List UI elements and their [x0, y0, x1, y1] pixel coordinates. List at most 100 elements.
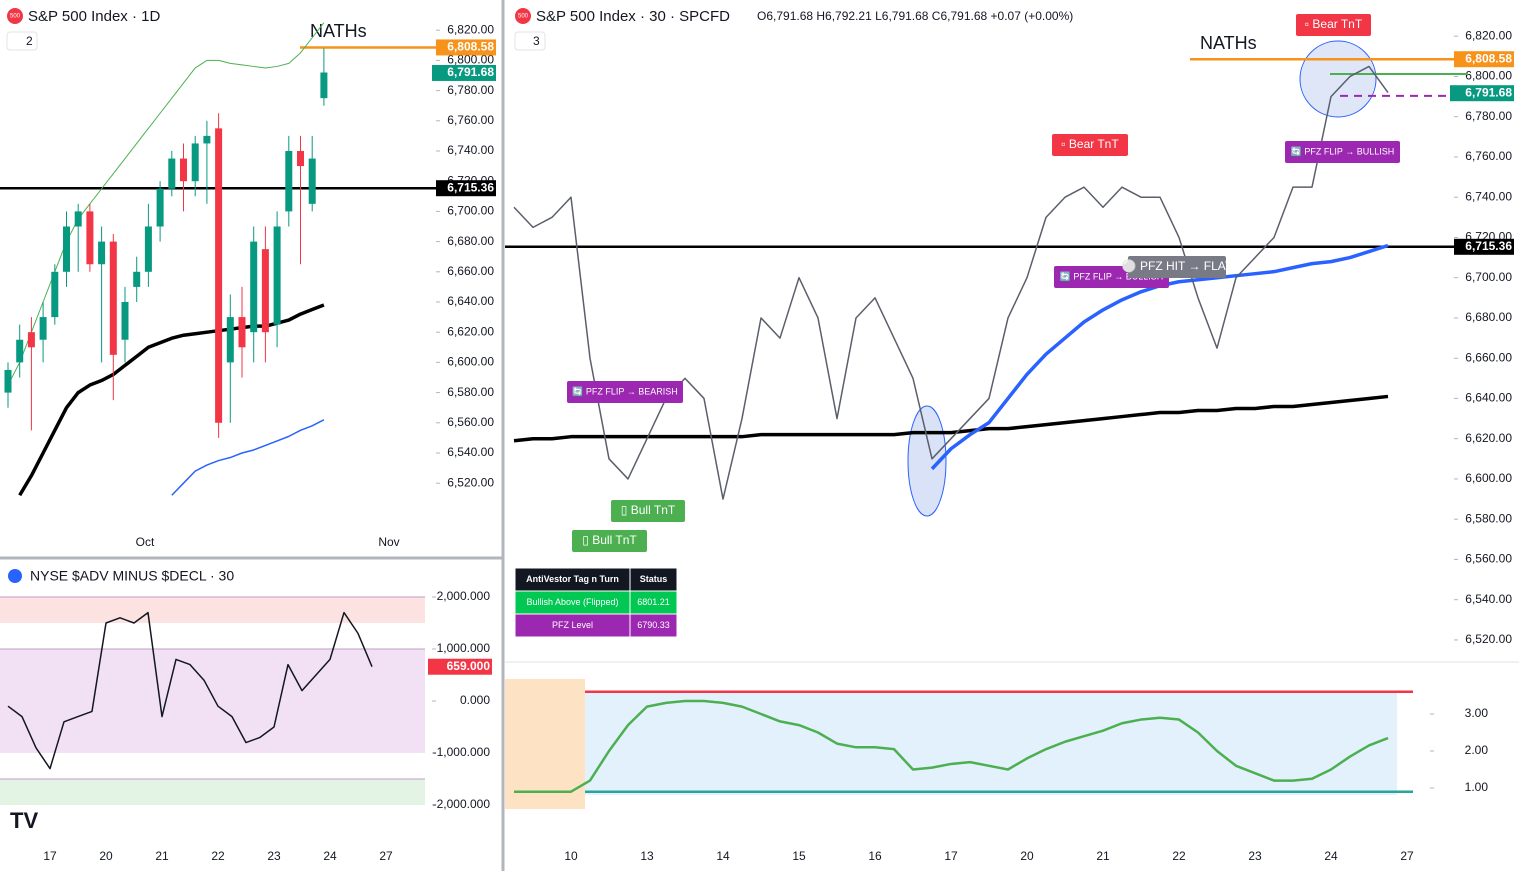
- last-price-box: [432, 64, 496, 81]
- y-tick-label: 6,780.00: [447, 83, 494, 97]
- candle-body: [98, 241, 106, 265]
- candle-body: [27, 332, 35, 348]
- y-tick-label: 6,580.00: [447, 385, 494, 399]
- x-tick-label: 20: [99, 849, 113, 863]
- x-tick-label: Oct: [136, 535, 155, 549]
- signal-label-box: [1296, 14, 1371, 36]
- zone: [0, 779, 425, 806]
- last-price-box: [428, 658, 492, 675]
- symbol-icon-text: 500: [10, 14, 21, 20]
- signal-label-box: [1285, 141, 1400, 163]
- x-tick-label: 24: [323, 849, 337, 863]
- signal-label: 🔄 PFZ FLIP → BULLISH: [1291, 145, 1395, 156]
- y-tick-label: 6,620.00: [447, 324, 494, 338]
- candle-body: [238, 317, 246, 348]
- level-note: NATHs: [310, 21, 367, 41]
- last-price-label: 6,791.68: [447, 65, 494, 79]
- x-tick-label: 23: [1248, 849, 1262, 863]
- moving-average: [18, 303, 325, 497]
- table-cell-text: PFZ Level: [552, 620, 593, 630]
- logo[interactable]: TV: [10, 808, 38, 833]
- signal-label: ▫ Bear TnT: [1061, 137, 1119, 151]
- price-label: 6,808.58: [1465, 51, 1512, 65]
- symbol-icon-text: 500: [518, 14, 529, 20]
- candle-body: [320, 72, 328, 99]
- badge[interactable]: [6, 31, 38, 51]
- y-tick-label: 6,600.00: [447, 355, 494, 369]
- candle-body: [51, 271, 59, 318]
- y-tick-label: 2.00: [1465, 743, 1489, 757]
- last-price-label: 6,791.68: [1465, 85, 1512, 99]
- candle-body: [168, 158, 176, 189]
- moving-average: [7, 22, 325, 386]
- x-tick-label: 27: [379, 849, 393, 863]
- y-tick-label: 1.00: [1465, 780, 1489, 794]
- y-tick-label: 6,800.00: [1465, 69, 1512, 83]
- y-tick-label: 6,640.00: [1465, 391, 1512, 405]
- y-tick-label: -1,000.000: [433, 745, 491, 759]
- candle-body: [86, 211, 94, 265]
- y-tick-label: 6,540.00: [1465, 592, 1512, 606]
- y-tick-label: 6,620.00: [1465, 431, 1512, 445]
- x-tick-label: 23: [267, 849, 281, 863]
- price-label-box: [436, 180, 496, 197]
- table-cell-text: 6801.21: [637, 597, 670, 607]
- candle-body: [109, 241, 117, 355]
- x-tick-label: 27: [1400, 849, 1414, 863]
- y-tick-label: 6,540.00: [447, 445, 494, 459]
- last-price-box: [1450, 85, 1514, 102]
- y-tick-label: 6,560.00: [1465, 552, 1512, 566]
- candle-body: [215, 128, 223, 423]
- zone: [0, 648, 425, 753]
- level-note: NATHs: [1200, 33, 1257, 53]
- symbol-icon[interactable]: [515, 8, 531, 24]
- moving-average: [171, 419, 325, 496]
- y-tick-label: 6,700.00: [447, 204, 494, 218]
- candle-body: [285, 150, 293, 212]
- y-tick-label: 6,600.00: [1465, 471, 1512, 485]
- candle-body: [261, 249, 269, 333]
- badge[interactable]: [514, 31, 546, 51]
- last-price-label: 659.000: [447, 659, 491, 673]
- x-tick-label: 21: [1096, 849, 1110, 863]
- x-tick-label: 16: [868, 849, 882, 863]
- candle-body: [273, 226, 281, 325]
- ohlc-readout: O6,791.68 H6,792.21 L6,791.68 C6,791.68 …: [757, 9, 1073, 23]
- symbol-icon[interactable]: [7, 8, 23, 24]
- y-tick-label: 6,800.00: [447, 53, 494, 67]
- band-fill: [585, 692, 1397, 795]
- table-cell-text: Bullish Above (Flipped): [526, 597, 618, 607]
- y-tick-label: 0.000: [460, 693, 490, 707]
- chart-title[interactable]: S&P 500 Index · 1D: [28, 8, 160, 25]
- y-tick-label: 2,000.000: [437, 589, 491, 603]
- candle-body: [39, 317, 47, 340]
- chart-title[interactable]: S&P 500 Index · 30 · SPCFD: [536, 8, 730, 25]
- signal-label-box: [567, 381, 683, 403]
- signal-label: ⚪ PFZ HIT → FLAT: [1122, 259, 1233, 273]
- y-tick-label: 6,820.00: [447, 22, 494, 36]
- chart-title[interactable]: NYSE $ADV MINUS $DECL · 30: [30, 568, 234, 584]
- signal-label: ▯ Bull TnT: [582, 533, 637, 547]
- price-label-box: [1454, 238, 1514, 255]
- signal-label-box: [1052, 134, 1128, 156]
- candle-body: [133, 271, 141, 287]
- candle-body: [63, 226, 70, 272]
- y-tick-label: 6,740.00: [1465, 189, 1512, 203]
- x-tick-label: 13: [640, 849, 654, 863]
- candle-body: [144, 226, 152, 272]
- candle-body: [74, 211, 82, 227]
- price-label: 6,715.36: [1465, 239, 1512, 253]
- signal-label: ▫ Bear TnT: [1305, 17, 1363, 31]
- zone: [0, 596, 425, 623]
- y-tick-label: 6,820.00: [1465, 28, 1512, 42]
- badge-text: 2: [26, 34, 33, 48]
- x-tick-label: 10: [564, 849, 578, 863]
- candle-body: [156, 188, 164, 227]
- price-line: [7, 611, 373, 770]
- candle-body: [180, 158, 187, 182]
- table-header: Status: [640, 574, 668, 584]
- signal-label: 🔄 PFZ FLIP → BULLISH: [1060, 270, 1164, 281]
- signal-label: ▯ Bull TnT: [621, 503, 676, 517]
